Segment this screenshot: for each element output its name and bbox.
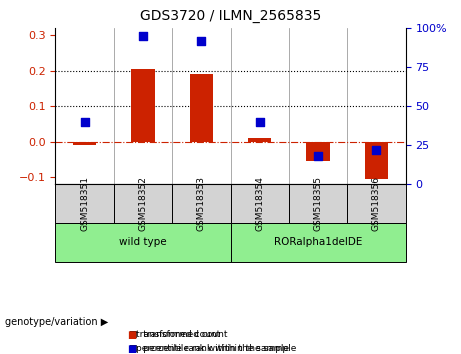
Bar <box>189 74 213 142</box>
FancyBboxPatch shape <box>55 184 114 223</box>
Point <box>139 33 147 39</box>
FancyBboxPatch shape <box>114 184 172 223</box>
Text: percentile rank within the sample: percentile rank within the sample <box>136 344 289 353</box>
Text: ■: ■ <box>127 344 136 354</box>
FancyBboxPatch shape <box>55 223 230 262</box>
Bar <box>73 142 96 145</box>
Text: ■: ■ <box>127 330 136 339</box>
Text: ■  percentile rank within the sample: ■ percentile rank within the sample <box>129 344 296 353</box>
Text: RORalpha1delDE: RORalpha1delDE <box>274 238 362 247</box>
Point <box>81 119 88 125</box>
Text: GSM518354: GSM518354 <box>255 176 264 231</box>
Text: GSM518356: GSM518356 <box>372 176 381 231</box>
Point <box>198 38 205 44</box>
Bar <box>307 142 330 161</box>
Text: wild type: wild type <box>119 238 167 247</box>
FancyBboxPatch shape <box>230 223 406 262</box>
Bar <box>248 138 272 142</box>
FancyBboxPatch shape <box>172 184 230 223</box>
Point <box>256 119 263 125</box>
Bar <box>365 142 388 179</box>
Text: ■  transformed count: ■ transformed count <box>129 330 228 339</box>
Title: GDS3720 / ILMN_2565835: GDS3720 / ILMN_2565835 <box>140 9 321 23</box>
Point <box>373 147 380 153</box>
Point <box>314 153 322 159</box>
FancyBboxPatch shape <box>289 184 347 223</box>
Text: transformed count: transformed count <box>136 330 220 339</box>
FancyBboxPatch shape <box>347 184 406 223</box>
Text: GSM518352: GSM518352 <box>138 176 148 231</box>
Bar <box>131 69 154 142</box>
Text: GSM518351: GSM518351 <box>80 176 89 231</box>
Text: GSM518353: GSM518353 <box>197 176 206 231</box>
Text: GSM518355: GSM518355 <box>313 176 323 231</box>
FancyBboxPatch shape <box>230 184 289 223</box>
Text: genotype/variation ▶: genotype/variation ▶ <box>5 317 108 327</box>
